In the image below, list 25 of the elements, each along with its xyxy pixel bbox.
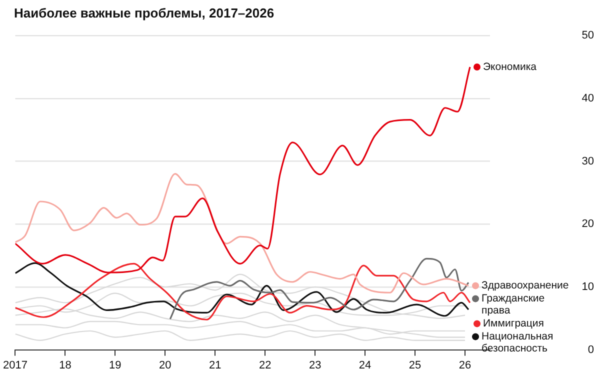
x-tick-label: 23 (308, 359, 322, 372)
y-tick-label: 20 (582, 218, 594, 230)
legend-label: Экономика (483, 60, 537, 73)
y-tick-label: 50 (582, 30, 594, 42)
chart-title: Наиболее важные проблемы, 2017–2026 (14, 5, 274, 20)
line-series (15, 66, 471, 274)
legend-label: Национальная безопасность (482, 330, 554, 355)
x-tick-label: 19 (109, 359, 122, 372)
y-tick-label: 30 (582, 155, 594, 168)
x-tick-label: 18 (59, 359, 72, 372)
legend-label: Иммиграция (483, 318, 544, 330)
x-tick-label: 21 (209, 359, 222, 372)
x-tick-label: 2017 (2, 359, 28, 372)
x-tick-label: 20 (159, 359, 172, 372)
legend-label: Гражданские права (482, 292, 545, 317)
line-series (169, 258, 470, 320)
x-tick-label: 25 (408, 359, 422, 372)
x-tick-label: 24 (358, 359, 372, 372)
legend-label: Здравоохранение (482, 280, 569, 292)
x-tick-label: 22 (258, 359, 272, 372)
y-tick-label: 10 (582, 280, 594, 293)
y-tick-label: 40 (582, 92, 594, 104)
line-series (15, 173, 470, 294)
x-tick-label: 26 (458, 359, 472, 372)
y-tick-label: 0 (588, 344, 594, 356)
